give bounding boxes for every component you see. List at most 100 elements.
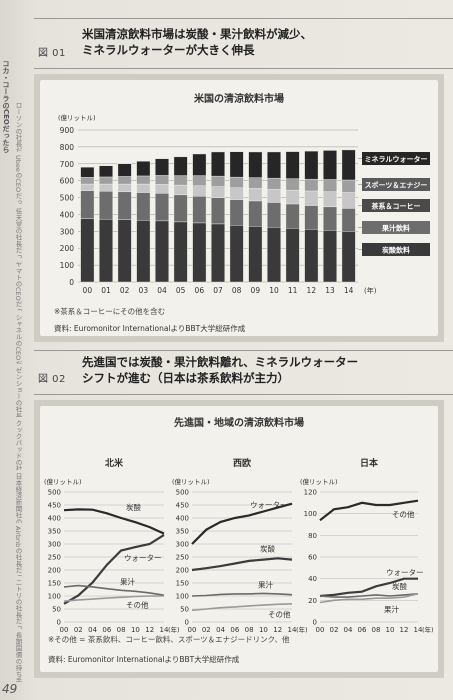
chapter-index-item: 長期国債の持ち手 [14,632,22,682]
series-label: 果汁 [120,576,135,586]
y-tick-label: 350 [48,528,61,536]
x-tick-label: 00 [188,626,197,634]
y-tick-label: 800 [60,143,75,152]
bar-segment [117,183,132,193]
y-tick-label: 100 [60,261,75,270]
bar-segment [155,193,169,222]
series-line [319,499,419,522]
chapter-index-margin: コカ・コーラのCEOだったら ローソンの社長だったら UbeeのCEOだったら 任天… [0,40,30,682]
y-tick-label: 900 [60,126,75,135]
series-label: 炭酸 [392,581,407,591]
y-tick-label: 300 [60,227,75,236]
x-tick-label: 08 [232,286,242,295]
figure-01-note: ※茶系＆コーヒーにその他を含む [54,307,166,316]
y-tick-label: 200 [48,567,61,575]
bar-segment [229,225,244,283]
bar-segment [304,178,319,192]
bar-segment [80,177,95,185]
legend-label: 果汁飲料 [382,224,410,233]
bar-segment [323,206,337,231]
x-tick-label: 10 [259,626,268,634]
chapter-index-item: Airbnbの社長だったら [14,526,22,576]
bar-segment [136,183,151,193]
figure-01-chart-title: 米国の清涼飲料市場 [194,94,284,105]
y-tick-label: 120 [304,489,317,497]
x-axis-unit-label: (年) [168,625,180,634]
bar-segment [211,175,225,187]
y-tick-label: 60 [308,554,317,562]
series-label: その他 [126,599,149,609]
chapter-index-item: ヤマトのCEOだったら [14,261,22,311]
series-label: 炭酸 [126,502,141,512]
figure-02-source: 資料: Euromonitor InternationalよりBBT大学総研作成 [48,655,240,664]
series-label: ウォーター [124,554,162,563]
bar-segment [136,161,151,177]
panel-title: 北米 [105,457,124,469]
figure-02-title: 先進国では炭酸・果汁飲料離れ、ミネラルウォーター シフトが進む（日本は茶系飲料が… [82,354,442,386]
bar-segment [192,175,207,186]
series-line [63,584,165,596]
bar-segment [80,218,95,283]
y-tick-label: 300 [48,541,61,549]
us-market-stacked-bar-chart: (億リットル) 0 100 200 300 400 500 600 700 800 900 00 01 0… [58,113,430,295]
y-tick-label: 50 [52,606,61,614]
bar-segment [267,202,281,228]
bar-segment [285,178,300,191]
chapter-index-item: UbeeのCEOだったら [14,155,22,205]
x-tick-label: 10 [386,626,395,634]
bar-segment [304,205,319,230]
y-tick-label: 400 [48,515,61,523]
bar-segment [80,190,95,219]
legend-box [362,221,430,234]
x-tick-label: 00 [316,626,325,634]
figure-01: 図 01 米国清涼飲料市場は炭酸・果汁飲料が減少、 ミネラルウォーターが大きく伸… [34,18,453,348]
y-tick-label: 200 [176,567,189,575]
bar-segment [173,221,188,283]
bar-segment [211,186,225,198]
x-tick-label: 02 [202,626,211,634]
series-line [319,593,419,604]
bar-segment [99,218,113,283]
series-line [191,603,293,612]
series-line [319,593,419,598]
chapter-index-item: ニトリの社長だったら [14,579,22,629]
bar-segment [248,200,263,227]
x-tick-label: 07 [213,286,223,295]
x-tick-label: 12 [400,626,409,634]
bar-segment [173,184,188,196]
bar-segment [80,183,95,191]
y-tick-label: 0 [313,619,317,627]
bar-segment [341,231,356,283]
bar-segment [248,188,263,202]
legend-box [362,152,430,165]
bar-segment [304,150,319,180]
y-tick-label: 0 [57,619,61,627]
x-axis-unit-label: (年) [422,625,434,634]
bar-segment [341,149,356,181]
regional-market-line-charts: 北米(億リットル)0501001502002503003504004505000… [44,457,434,634]
y-tick-label: 80 [308,532,317,540]
x-tick-label: 14 [414,626,423,634]
y-tick-label: 700 [60,160,75,169]
bar-segment [341,208,356,232]
series-label: その他 [392,509,415,519]
series-label: 果汁 [258,579,273,589]
x-tick-label: 08 [372,626,381,634]
x-tick-label: 04 [157,286,167,295]
x-tick-label: 10 [269,286,279,295]
bar-segment [136,175,151,185]
x-tick-label: 12 [273,626,282,634]
x-tick-label: 01 [101,286,111,295]
series-label: その他 [268,609,291,619]
figure-02-note: ※その他 = 茶系飲料、コーヒー飲料、スポーツ＆エナジードリンク、他 [48,635,290,644]
bar-segment [285,203,300,229]
bar-segment [173,194,188,223]
bar-segment [229,199,244,226]
chapter-index-item: ゼンショーの社長だったら [14,367,22,417]
legend-label: 茶系＆コーヒー [371,202,421,211]
x-tick-label: 06 [230,626,239,634]
bar-segment [267,151,281,179]
figure-01-chart-panel: 米国の清涼飲料市場 (億リットル) 0 100 200 300 400 500 600 700 8… [34,74,444,342]
y-tick-label: 450 [48,502,61,510]
bar-segment [99,183,113,192]
